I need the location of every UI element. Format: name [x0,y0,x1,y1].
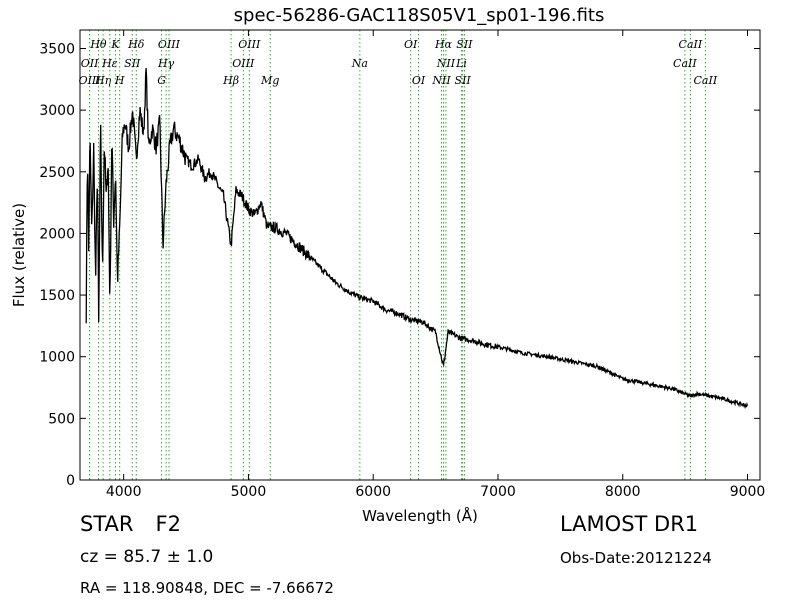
y-tick-label: 2000 [39,226,75,242]
x-tick-label: 5000 [231,484,267,500]
y-axis-label: Flux (relative) [10,203,28,307]
line-marker-label: CaII [679,38,703,51]
class-label: STAR [80,512,134,536]
line-marker-label: G [157,74,166,87]
subclass-label: F2 [155,512,181,536]
line-marker-label: Mg [260,74,279,87]
line-marker-label: OIII [238,38,261,51]
obs-date-label: Obs-Date:20121224 [560,549,712,567]
x-tick-label: 6000 [355,484,391,500]
y-tick-label: 1000 [39,350,75,366]
y-tick-label: 0 [66,473,75,489]
line-marker-label: OIII [79,74,102,87]
line-marker-label: NII [436,57,456,70]
x-tick-label: 4000 [106,484,142,500]
coordinates-label: RA = 118.90848, DEC = -7.66672 [80,579,334,597]
y-tick-label: 3500 [39,41,75,57]
line-marker-label: CaII [694,74,718,87]
y-tick-label: 1500 [39,288,75,304]
x-tick-label: 8000 [605,484,641,500]
line-marker-label: CaII [673,57,697,70]
line-marker-label: Hβ [222,74,239,87]
line-marker-label: Hγ [157,57,175,70]
line-marker-label: OI [412,74,426,87]
y-tick-label: 2500 [39,165,75,181]
survey-label: LAMOST DR1 [560,512,699,536]
plot-frame [79,29,761,481]
y-tick-label: 3000 [39,103,75,119]
line-marker-label: NII [431,74,451,87]
line-marker-label: SII [455,74,472,87]
redshift-label: cz = 85.7 ± 1.0 [80,547,214,567]
line-marker-label: K [110,38,120,51]
line-marker-label: Hα [434,38,453,51]
line-marker-label: Li [455,57,467,70]
x-tick-label: 9000 [730,484,766,500]
spectrum-line [85,67,749,410]
line-marker-label: Na [351,57,368,70]
line-marker-label: SII [124,57,141,70]
chart-title: spec-56286-GAC118S05V1_sp01-196.fits [233,5,605,26]
line-marker-label: OI [404,38,418,51]
line-marker-label: Hη [94,74,112,87]
line-marker-label: Hε [101,57,118,70]
line-marker-label: H [114,74,125,87]
line-marker-label: OIII [232,57,255,70]
x-tick-label: 7000 [480,484,516,500]
x-axis-label: Wavelength (Å) [362,506,478,525]
classification: STAR F2 [80,512,181,536]
line-marker-label: Hδ [127,38,145,51]
line-marker-label: Hθ [89,38,107,51]
y-tick-label: 500 [48,411,75,427]
line-marker-label: SII [456,38,473,51]
line-marker-label: OIII [158,38,181,51]
